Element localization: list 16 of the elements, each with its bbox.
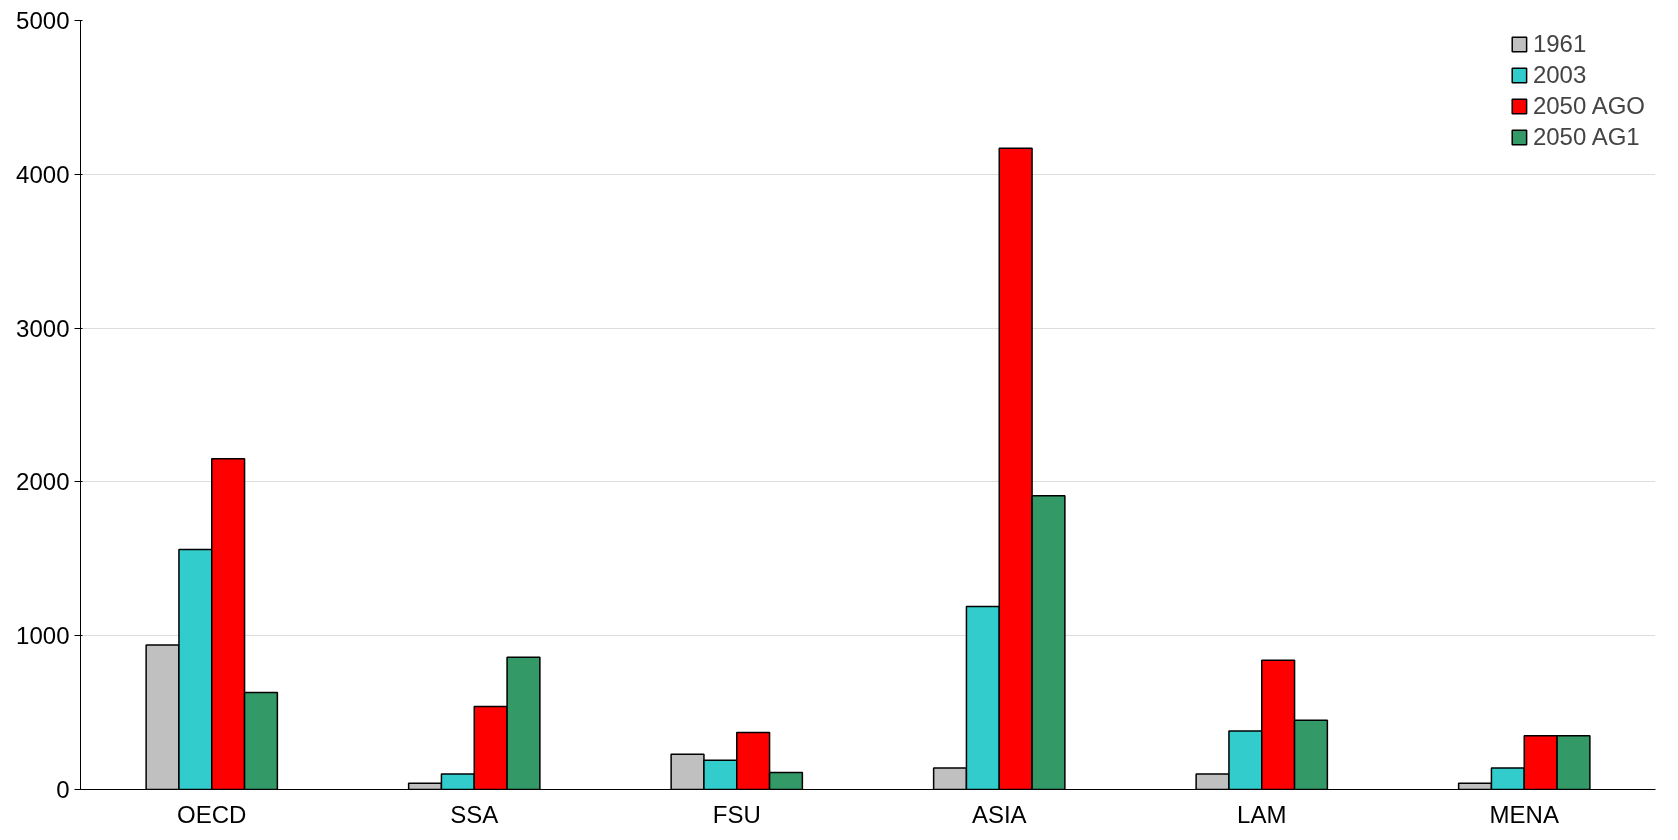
y-tick-label: 3000 [16,314,70,342]
legend-label: 2003 [1532,61,1587,89]
legend-label: 2050 AG1 [1532,123,1640,151]
x-tick-label: LAM [1237,800,1287,828]
y-tick-label: 1000 [16,622,70,650]
legend-label: 1961 [1532,30,1587,58]
y-tick-label: 0 [56,776,70,803]
y-tick-label: 5000 [16,7,70,34]
x-tick-label: FSU [712,800,761,828]
x-tick-label: ASIA [971,800,1027,828]
y-tick-label: 4000 [16,160,70,188]
x-tick-label: OECD [177,800,247,828]
x-tick-label: SSA [450,800,499,828]
y-tick-label: 2000 [16,468,70,496]
legend-label: 2050 AGO [1532,92,1645,120]
x-tick-label: MENA [1489,800,1559,828]
